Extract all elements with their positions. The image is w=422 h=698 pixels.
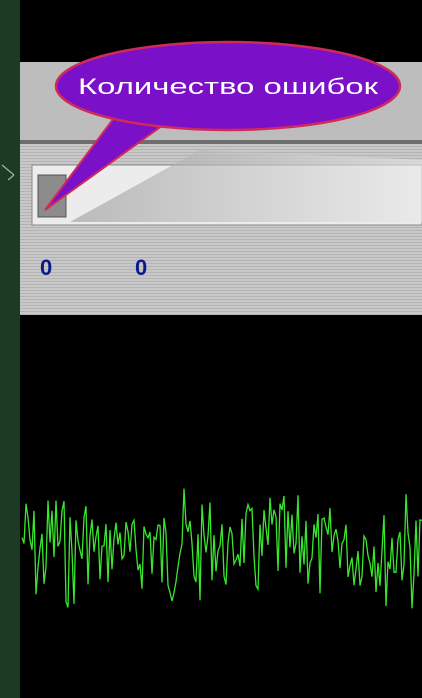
callout-text: Количество ошибок xyxy=(78,74,379,99)
shadow xyxy=(70,150,422,222)
arrow xyxy=(1,164,15,181)
callout-join xyxy=(121,109,166,121)
counter: 0 xyxy=(135,255,147,280)
counter: 0 xyxy=(40,255,52,280)
toolbar-edge xyxy=(20,140,422,144)
waveform xyxy=(21,488,422,609)
callout-bubble xyxy=(54,40,402,132)
